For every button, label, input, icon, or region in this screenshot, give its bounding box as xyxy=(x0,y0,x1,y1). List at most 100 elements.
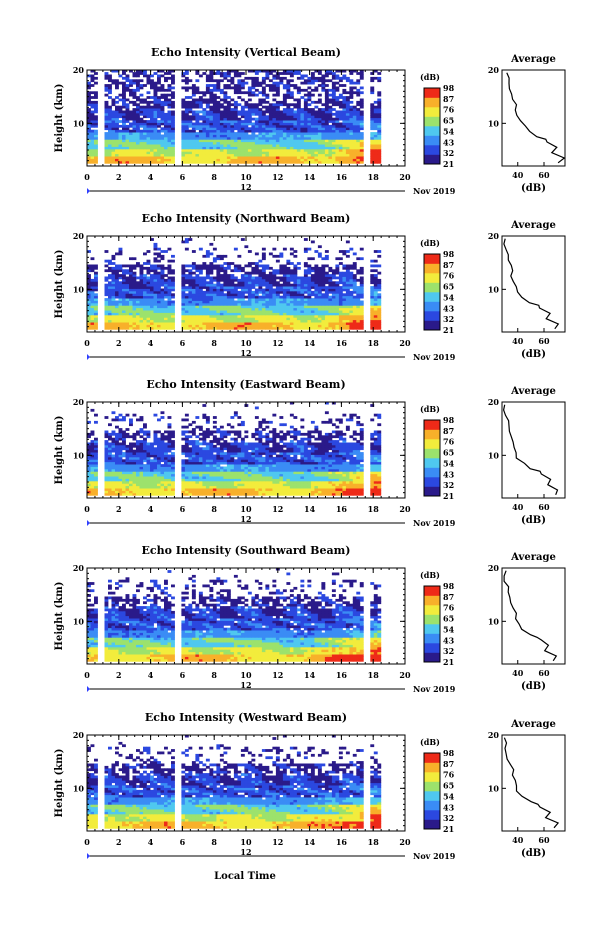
heatmap-cell xyxy=(303,122,308,126)
heatmap-cell xyxy=(321,317,326,321)
heatmap-cell xyxy=(345,132,350,135)
heatmap-cell xyxy=(104,146,109,150)
heatmap-cell xyxy=(122,103,126,107)
heatmap-cell xyxy=(356,132,361,135)
heatmap-cell xyxy=(268,110,273,114)
heatmap-cell xyxy=(310,312,315,316)
heatmap-cell xyxy=(198,278,203,282)
heatmap-cell xyxy=(331,276,336,280)
heatmap-cell xyxy=(310,148,315,152)
heatmap-cell xyxy=(265,160,270,164)
heatmap-cell xyxy=(352,108,357,111)
heatmap-cell xyxy=(247,108,252,111)
average-y-tick-label: 10 xyxy=(488,118,500,128)
heatmap-cell xyxy=(307,312,312,316)
heatmap-cell xyxy=(146,146,151,150)
heatmap-cell xyxy=(310,307,315,311)
heatmap-cell xyxy=(233,160,238,164)
heatmap-cell xyxy=(118,160,123,164)
heatmap-cell xyxy=(223,254,228,258)
heatmap-cell xyxy=(254,103,259,107)
heatmap-cell xyxy=(282,288,287,292)
heatmap-cell xyxy=(324,156,329,159)
heatmap-cell xyxy=(314,322,319,325)
heatmap-cell xyxy=(184,288,189,292)
heatmap-cell xyxy=(279,124,284,128)
date-marker xyxy=(87,188,90,194)
heatmap-cell xyxy=(129,156,133,159)
heatmap-cell xyxy=(122,153,126,157)
heatmap-cell xyxy=(293,250,298,253)
heatmap-cell xyxy=(230,286,235,289)
heatmap-cell xyxy=(233,286,238,289)
heatmap-cell xyxy=(373,115,378,119)
heatmap-cell xyxy=(331,93,336,97)
heatmap-cell xyxy=(261,312,266,316)
heatmap-cell xyxy=(129,307,133,311)
heatmap-cell xyxy=(268,322,273,325)
heatmap-cell xyxy=(282,286,287,289)
heatmap-cell xyxy=(268,127,273,131)
heatmap-cell xyxy=(240,127,245,131)
heatmap-cell xyxy=(226,100,231,104)
heatmap-cell xyxy=(237,129,242,133)
heatmap-cell xyxy=(184,146,189,150)
heatmap-cell xyxy=(300,307,305,311)
heatmap-cell xyxy=(188,156,193,159)
heatmap-cell xyxy=(198,144,203,147)
heatmap-cell xyxy=(198,127,203,131)
heatmap-cell xyxy=(104,74,109,78)
heatmap-cell xyxy=(300,148,305,152)
heatmap-cell xyxy=(150,288,154,292)
heatmap-cell xyxy=(265,295,270,299)
heatmap-cell xyxy=(247,302,252,306)
heatmap-cell xyxy=(171,74,175,78)
heatmap-cell xyxy=(184,103,189,107)
heatmap-cell xyxy=(275,146,280,150)
heatmap-cell xyxy=(153,84,158,87)
heatmap-cell xyxy=(314,312,319,316)
heatmap-cell xyxy=(370,79,375,83)
heatmap-cell xyxy=(233,148,238,152)
heatmap-cell xyxy=(300,160,305,164)
heatmap-cell xyxy=(219,151,224,155)
heatmap-cell xyxy=(139,278,144,282)
heatmap-cell xyxy=(167,124,172,128)
heatmap-cell xyxy=(160,290,165,294)
heatmap-cell xyxy=(345,254,350,258)
heatmap-cell xyxy=(118,307,123,311)
heatmap-cell xyxy=(139,281,144,285)
heatmap-cell xyxy=(129,141,133,145)
heatmap-cell xyxy=(188,86,193,90)
heatmap-cell xyxy=(150,105,154,109)
heatmap-cell xyxy=(118,266,123,270)
heatmap-cell xyxy=(254,283,259,287)
heatmap-cell xyxy=(87,269,91,273)
heatmap-cell xyxy=(202,158,207,162)
heatmap-cell xyxy=(146,132,151,135)
heatmap-cell xyxy=(370,134,375,138)
heatmap-cell xyxy=(240,132,245,135)
heatmap-cell xyxy=(373,302,378,306)
heatmap-cell xyxy=(317,98,322,102)
heatmap-cell xyxy=(247,322,252,325)
heatmap-cell xyxy=(143,74,147,78)
heatmap-cell xyxy=(356,158,361,162)
heatmap-cell xyxy=(195,278,200,282)
heatmap-cell xyxy=(181,148,186,152)
heatmap-cell xyxy=(338,317,343,321)
heatmap-cell xyxy=(216,72,221,75)
heatmap-cell xyxy=(261,278,266,282)
heatmap-cell xyxy=(94,278,98,282)
heatmap-cell xyxy=(247,91,252,95)
heatmap-cell xyxy=(268,136,273,140)
heatmap-cell xyxy=(157,88,161,92)
heatmap-cell xyxy=(216,96,221,99)
heatmap-cell xyxy=(331,295,336,299)
heatmap-cell xyxy=(338,290,343,294)
heatmap-cell xyxy=(345,290,350,294)
heatmap-cell xyxy=(129,312,133,316)
heatmap-cell xyxy=(209,242,214,246)
heatmap-cell xyxy=(282,312,287,316)
heatmap-cell xyxy=(150,310,154,313)
